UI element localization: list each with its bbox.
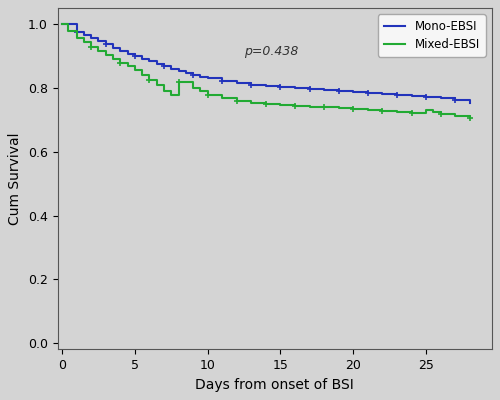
Legend: Mono-EBSI, Mixed-EBSI: Mono-EBSI, Mixed-EBSI [378, 14, 486, 57]
Y-axis label: Cum Survival: Cum Survival [8, 133, 22, 225]
X-axis label: Days from onset of BSI: Days from onset of BSI [196, 378, 354, 392]
Text: p=0.438: p=0.438 [244, 44, 298, 58]
